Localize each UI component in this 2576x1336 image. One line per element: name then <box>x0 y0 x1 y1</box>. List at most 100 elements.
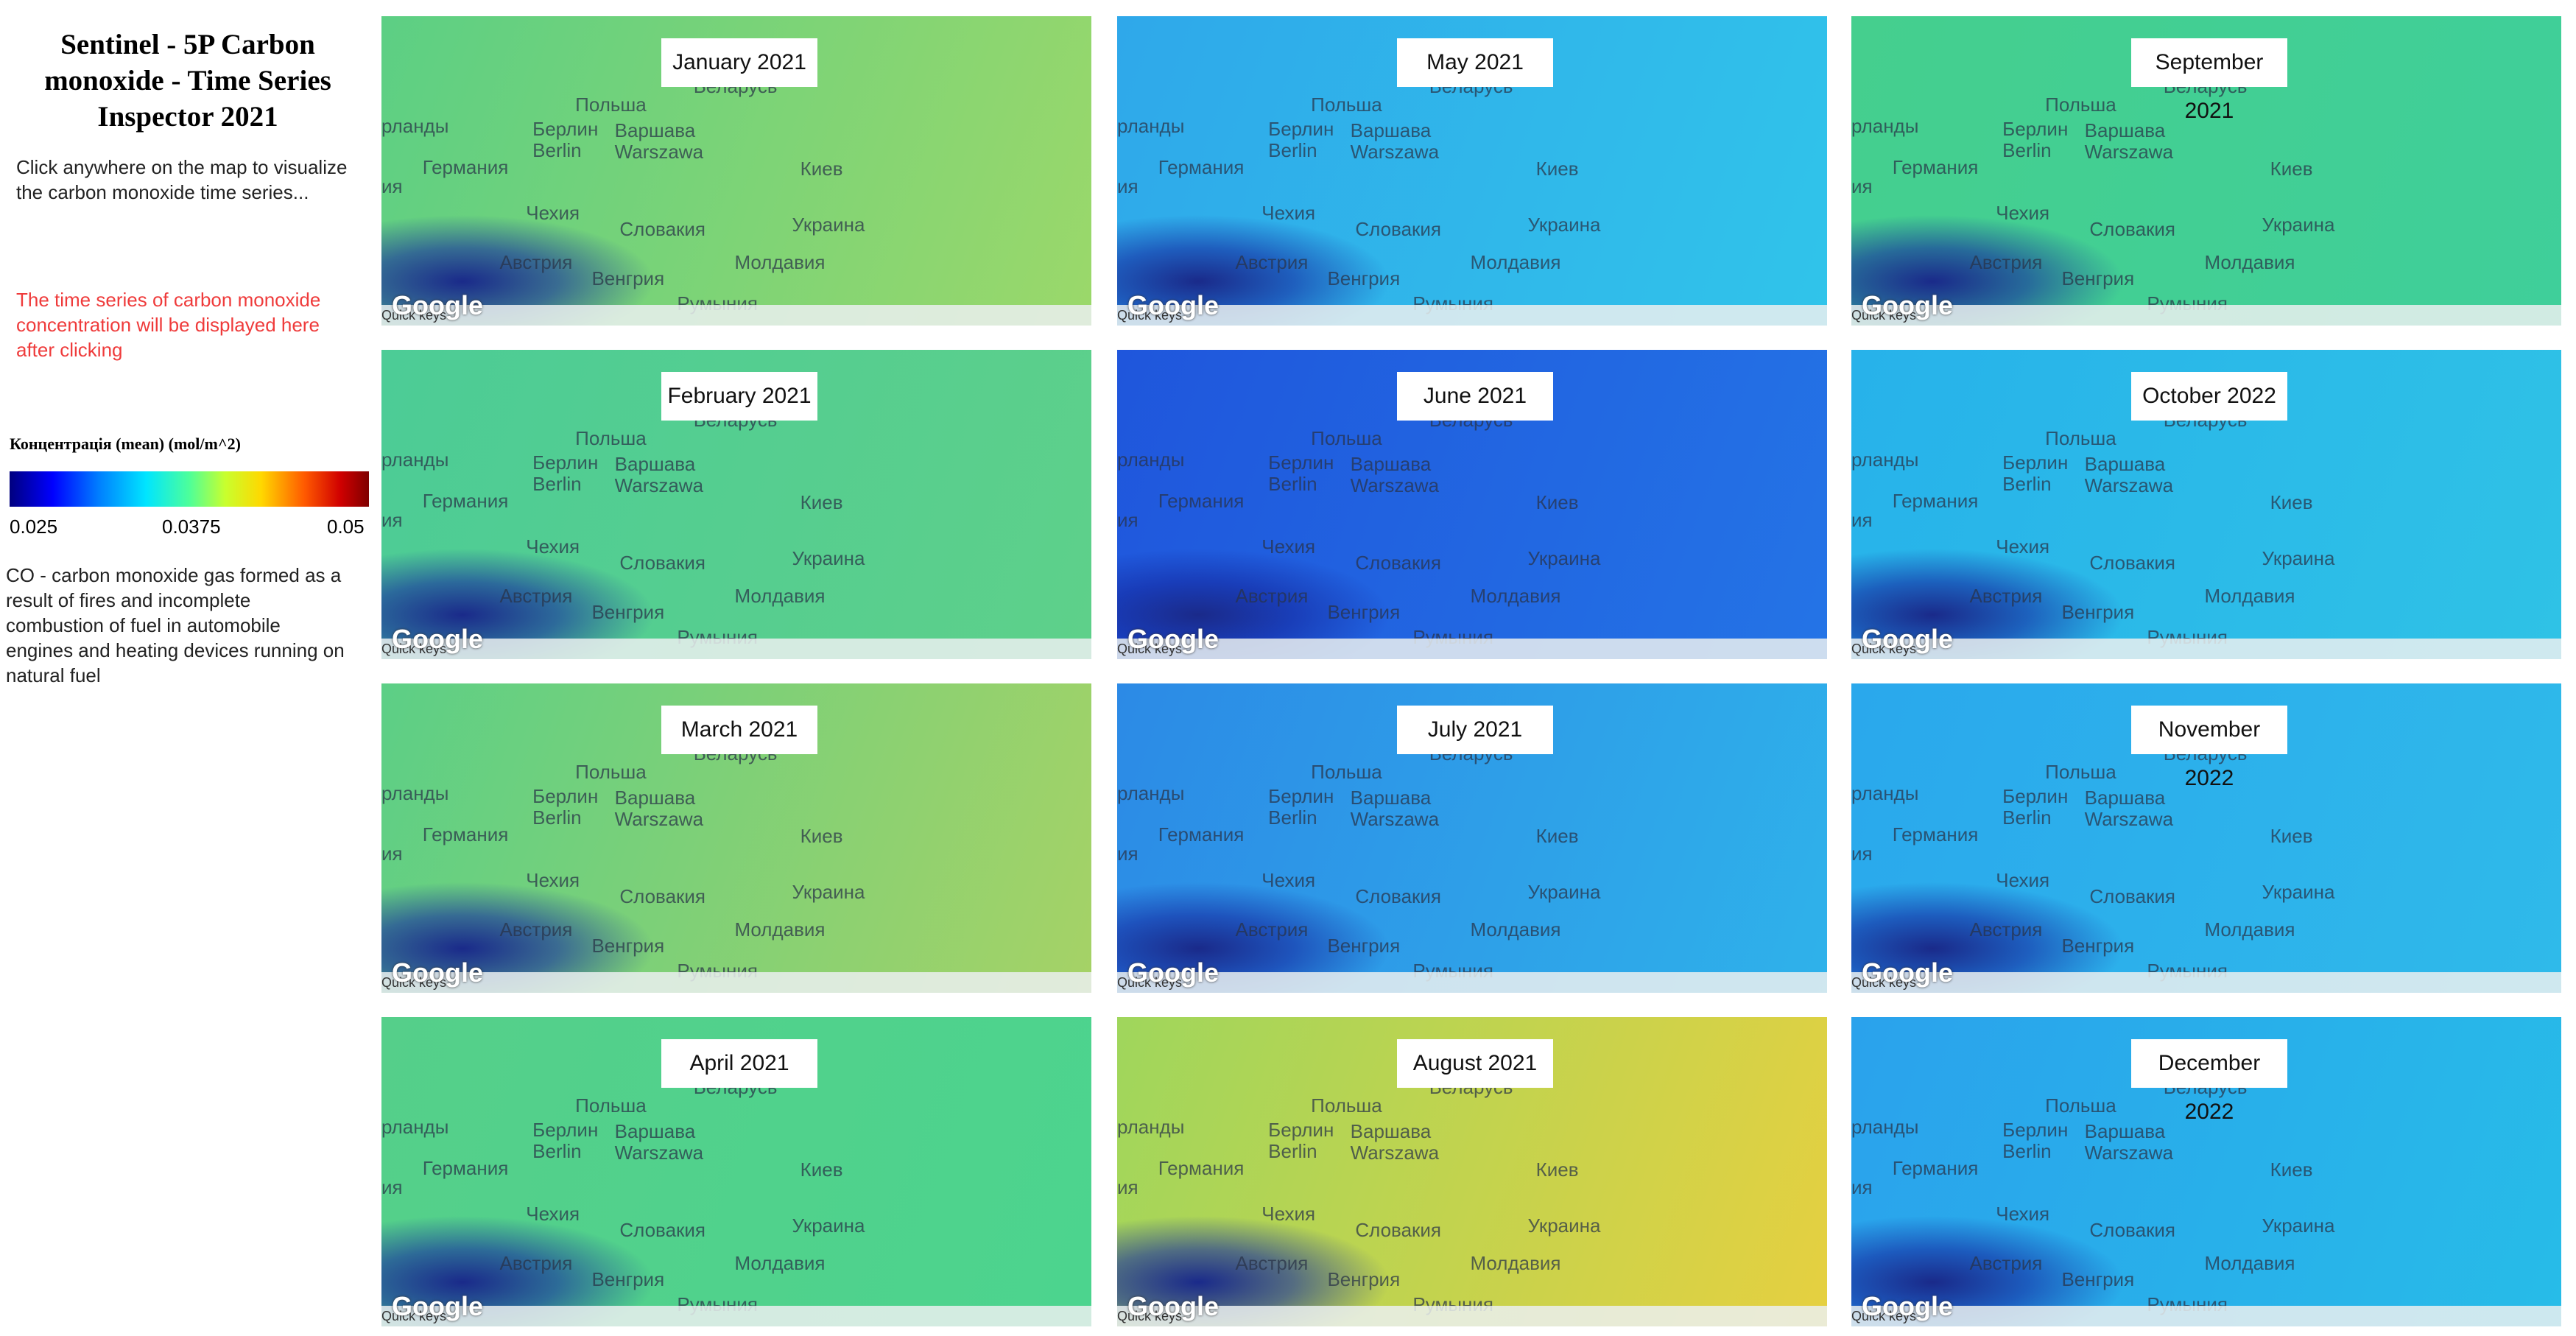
map-label: Австрия <box>499 250 573 273</box>
map-label: Австрия <box>1969 250 2043 273</box>
map-panel[interactable]: рландыПольшаБеларусьГерманияБерлинBerlin… <box>1117 1017 1827 1326</box>
map-panel[interactable]: рландыПольшаБеларусьГерманияБерлинBerlin… <box>381 683 1091 993</box>
map-label: рланды <box>381 781 449 804</box>
quick-keys[interactable]: Quick keys <box>381 308 447 323</box>
map-label: Чехия <box>1261 868 1316 891</box>
map-panel[interactable]: рландыПольшаБеларусьГерманияБерлинBerlin… <box>1851 350 2561 659</box>
map-label: Варшава <box>1350 787 1432 809</box>
google-logo: Google <box>1127 624 1219 654</box>
map-label: рланды <box>1851 114 1919 137</box>
map-label: Словакия <box>1355 218 1442 241</box>
map-label: ия <box>1851 843 1873 865</box>
quick-keys[interactable]: Quick keys <box>381 641 447 656</box>
map-label: Чехия <box>1996 868 2050 891</box>
map-panel[interactable]: рландыПольшаБеларусьГерманияБерлинBerlin… <box>1851 16 2561 326</box>
map-panel[interactable]: рландыПольшаБеларусьГерманияБерлинBerlin… <box>381 16 1091 326</box>
map-panel[interactable]: рландыПольшаБеларусьГерманияБерлинBerlin… <box>381 350 1091 659</box>
map-label: Berlin <box>1268 139 1317 162</box>
map-panel[interactable]: рландыПольшаБеларусьГерманияБерлинBerlin… <box>1117 683 1827 993</box>
map-label: Warszawa <box>614 474 704 497</box>
quick-keys[interactable]: Quick keys <box>1851 308 1917 323</box>
map-label: рланды <box>1851 448 1919 471</box>
map-label: Германия <box>1892 155 1979 178</box>
map-label: Молдавия <box>1470 584 1561 607</box>
map-label: Украина <box>1527 1214 1601 1237</box>
map-footer: Quick keysMap data © 2023 GoogleTerms of… <box>1851 639 2561 659</box>
map-label: ия <box>381 1176 403 1199</box>
map-label: Варшава <box>1350 453 1432 476</box>
map-label: Венгрия <box>2061 1268 2135 1291</box>
map-label: Молдавия <box>2204 918 2295 941</box>
map-label: Чехия <box>526 1202 580 1225</box>
map-label: Berlin <box>532 473 582 496</box>
map-label: Чехия <box>526 201 580 224</box>
map-label: Словакия <box>619 885 706 908</box>
legend-tick: 0.05 <box>327 516 365 538</box>
map-label: Берлин <box>1268 785 1334 808</box>
map-label: Berlin <box>2002 806 2052 829</box>
map-footer: Quick keysMap data © 2023 GoogleTerms of… <box>1117 1306 1827 1326</box>
quick-keys[interactable]: Quick keys <box>1117 1309 1183 1323</box>
map-label: Германия <box>1892 823 1979 845</box>
map-label: Польша <box>2045 93 2116 116</box>
map-label: Warszawa <box>614 808 704 831</box>
map-label: Австрия <box>499 918 573 941</box>
map-panel[interactable]: рландыПольшаБеларусьГерманияБерлинBerlin… <box>1851 683 2561 993</box>
map-label: Берлин <box>532 118 599 141</box>
colorbar <box>10 471 369 507</box>
map-label: Молдавия <box>2204 584 2295 607</box>
map-label: Словакия <box>2089 1219 2176 1242</box>
map-label: Украина <box>2262 213 2335 236</box>
map-label: Варшава <box>2084 1120 2166 1143</box>
map-label: Австрия <box>1235 584 1309 607</box>
map-label: Украина <box>792 546 865 569</box>
map-label: Польша <box>1311 760 1382 783</box>
quick-keys[interactable]: Quick keys <box>1117 308 1183 323</box>
map-panel[interactable]: рландыПольшаБеларусьГерманияБерлинBerlin… <box>381 1017 1091 1326</box>
map-label: Венгрия <box>1327 601 1401 624</box>
quick-keys[interactable]: Quick keys <box>1117 975 1183 990</box>
map-label: Варшава <box>614 1120 696 1143</box>
map-label: Украина <box>1527 546 1601 569</box>
map-label: Варшава <box>2084 119 2166 142</box>
map-label: Украина <box>792 213 865 236</box>
month-label: August 2021 <box>1397 1039 1553 1088</box>
map-label: Австрия <box>1235 918 1309 941</box>
map-label: Словакия <box>2089 885 2176 908</box>
map-footer: Quick keysMap data © 2023 GoogleTerms of… <box>1851 972 2561 993</box>
map-label: Венгрия <box>591 601 665 624</box>
map-label: Варшава <box>614 787 696 809</box>
quick-keys[interactable]: Quick keys <box>1851 641 1917 656</box>
map-label: Венгрия <box>1327 267 1401 290</box>
map-label: ия <box>1851 1176 1873 1199</box>
map-panel[interactable]: рландыПольшаБеларусьГерманияБерлинBerlin… <box>1851 1017 2561 1326</box>
map-label: Berlin <box>2002 139 2052 162</box>
month-label: July 2021 <box>1397 706 1553 754</box>
map-label: ия <box>1117 175 1139 198</box>
map-label: Киев <box>2270 824 2313 847</box>
quick-keys[interactable]: Quick keys <box>1851 1309 1917 1323</box>
map-panel[interactable]: рландыПольшаБеларусьГерманияБерлинBerlin… <box>1117 16 1827 326</box>
map-label: Киев <box>2270 157 2313 180</box>
map-label: Молдавия <box>1470 918 1561 941</box>
quick-keys[interactable]: Quick keys <box>1851 975 1917 990</box>
map-label: Berlin <box>1268 806 1317 829</box>
quick-keys[interactable]: Quick keys <box>1117 641 1183 656</box>
sidebar: Sentinel - 5P Carbon monoxide - Time Ser… <box>0 0 372 1336</box>
map-label: Киев <box>800 824 843 847</box>
note: The time series of carbon monoxide conce… <box>16 289 321 361</box>
map-label: Чехия <box>1261 535 1316 558</box>
map-label: ия <box>381 175 403 198</box>
map-label: Польша <box>2045 1094 2116 1117</box>
map-panel[interactable]: рландыПольшаБеларусьГерманияБерлинBerlin… <box>1117 350 1827 659</box>
map-label: Украина <box>1527 213 1601 236</box>
quick-keys[interactable]: Quick keys <box>381 975 447 990</box>
month-label: June 2021 <box>1397 372 1553 421</box>
map-label: Польша <box>575 93 647 116</box>
quick-keys[interactable]: Quick keys <box>381 1309 447 1323</box>
map-label: Молдавия <box>734 250 826 273</box>
map-label: рланды <box>381 114 449 137</box>
map-label: Чехия <box>526 868 580 891</box>
legend-label: Концентрація (mean) (mol/m^2) <box>10 435 241 453</box>
map-label: Венгрия <box>2061 267 2135 290</box>
